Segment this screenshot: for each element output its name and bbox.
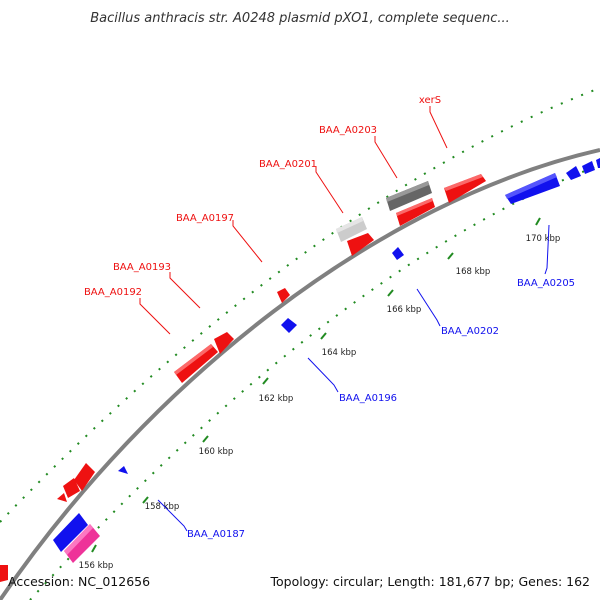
leader-line — [157, 499, 188, 532]
gene-label-BAA_A0196: BAA_A0196 — [339, 393, 397, 404]
forward-gene-highlights — [174, 174, 483, 375]
gene-label-BAA_A0201: BAA_A0201 — [259, 159, 317, 170]
tick-label: 162 kbp — [259, 394, 294, 404]
major-tick — [262, 377, 269, 385]
gene-highlight — [444, 174, 483, 191]
gene-highlight — [396, 198, 433, 216]
tick-label: 156 kbp — [79, 561, 114, 571]
outer-tick-ring — [0, 87, 600, 523]
gene-pink — [64, 524, 100, 563]
tick-label: 168 kbp — [456, 267, 491, 277]
gene-highlight — [336, 217, 363, 233]
gene-label-BAA_A0197: BAA_A0197 — [176, 213, 234, 224]
inner-tick-ring — [29, 164, 600, 600]
leader-line — [544, 224, 550, 275]
leader-line — [374, 136, 398, 179]
major-tick — [387, 289, 394, 297]
gene-BAA_A0201 — [347, 233, 374, 256]
major-tick — [91, 544, 97, 553]
leader-line — [429, 106, 448, 149]
gene-BAA_A0187 — [118, 466, 128, 474]
gene-highlight — [174, 344, 213, 375]
gene-forward — [63, 478, 80, 498]
gene-reverse — [53, 513, 88, 552]
tick-label: 166 kbp — [387, 305, 422, 315]
major-tick — [202, 435, 209, 443]
gene-reverse — [596, 158, 600, 168]
gene-pseudo — [386, 181, 432, 211]
gene-xerS — [444, 174, 486, 203]
gene-BAA_A0196 — [281, 318, 297, 333]
plasmid-backbone — [0, 148, 600, 600]
leader-line — [315, 166, 344, 214]
tick-label: 158 kbp — [145, 502, 180, 512]
gene-BAA_A0193 — [214, 332, 234, 354]
gene-rna — [336, 217, 367, 242]
gene-BAA_A0202 — [392, 247, 404, 260]
gene-forward — [0, 565, 8, 582]
major-tick — [320, 332, 327, 340]
gene-label-xerS: xerS — [419, 95, 441, 106]
map-title: Bacillus anthracis str. A0248 plasmid pX… — [90, 11, 510, 26]
leader-line — [232, 220, 263, 263]
gene-label-BAA_A0205: BAA_A0205 — [517, 278, 575, 289]
tick-label: 170 kbp — [526, 234, 561, 244]
tick-label: 164 kbp — [322, 348, 357, 358]
gene-label-BAA_A0202: BAA_A0202 — [441, 326, 499, 337]
leader-line — [139, 298, 171, 335]
reverse-gene-highlights — [505, 173, 557, 199]
gene-highlight — [386, 181, 429, 202]
accession-label: Accession: NC_012656 — [8, 574, 150, 589]
major-tick — [142, 496, 149, 504]
gene-BAA_A0203 — [396, 198, 435, 226]
leader-lines — [139, 106, 550, 532]
gene-label-BAA_A0193: BAA_A0193 — [113, 262, 171, 273]
gene-forward — [74, 463, 95, 491]
gene-forward — [57, 493, 67, 502]
gene-BAA_A0197 — [277, 288, 290, 303]
gene-highlight — [505, 173, 557, 199]
gene-highlight — [64, 524, 93, 555]
major-tick — [447, 252, 454, 260]
leader-line — [169, 272, 201, 309]
major-tick — [535, 217, 541, 226]
gene-BAA_A0192 — [174, 344, 218, 383]
gene-reverse — [582, 161, 595, 174]
leader-line — [416, 288, 441, 327]
major-ticks — [91, 217, 541, 553]
leader-line — [307, 357, 339, 393]
gene-label-BAA_A0187: BAA_A0187 — [187, 529, 245, 540]
topology-summary: Topology: circular; Length: 181,677 bp; … — [270, 574, 591, 589]
tick-label: 160 kbp — [199, 447, 234, 457]
forward-genes — [0, 174, 486, 582]
gene-label-BAA_A0203: BAA_A0203 — [319, 125, 377, 136]
gene-reverse — [566, 166, 581, 180]
gene-label-BAA_A0192: BAA_A0192 — [84, 287, 142, 298]
